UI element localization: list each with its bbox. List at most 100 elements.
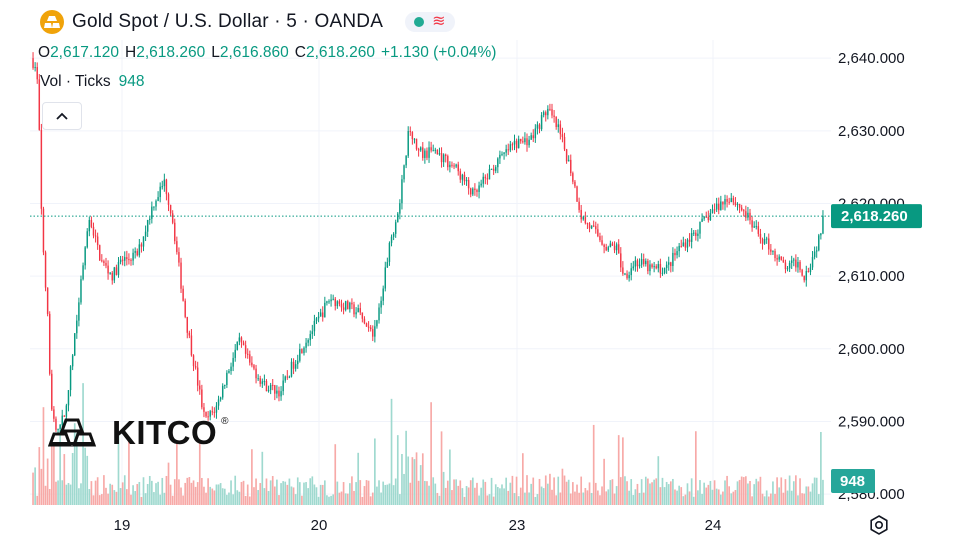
candle-body xyxy=(109,272,111,274)
volume-bar xyxy=(747,483,749,505)
candle-body xyxy=(244,345,247,354)
volume-bar xyxy=(430,402,432,505)
volume-bar xyxy=(501,484,503,505)
volume-value: 948 xyxy=(118,73,145,90)
volume-bar xyxy=(240,481,243,505)
volume-bar xyxy=(323,480,326,505)
volume-bar xyxy=(209,486,212,505)
volume-bar xyxy=(469,480,472,505)
volume-bar xyxy=(572,482,574,505)
price-tick-label: 2,640.000 xyxy=(838,50,905,67)
candle-body xyxy=(474,188,476,191)
volume-bar xyxy=(415,452,418,505)
symbol-legend[interactable]: Gold Spot / U.S. Dollar · 5 · OANDA ≋ xyxy=(40,10,455,34)
volume-legend[interactable]: Vol · Ticks 948 xyxy=(40,73,145,91)
volume-bar xyxy=(365,480,368,505)
volume-bar xyxy=(332,494,335,505)
candle-body xyxy=(674,252,676,256)
candle-body xyxy=(597,229,599,237)
volume-bar xyxy=(567,479,570,505)
candle-body xyxy=(407,131,409,156)
candle-body xyxy=(615,244,618,251)
candle-body xyxy=(119,259,122,263)
candle-body xyxy=(82,265,84,280)
volume-bar xyxy=(453,479,455,505)
candle-body xyxy=(772,251,774,253)
candle-body xyxy=(299,349,301,361)
volume-bar xyxy=(159,494,162,505)
volume-bar xyxy=(71,453,74,505)
candle-body xyxy=(101,260,103,262)
volume-bar xyxy=(142,477,145,505)
volume-bar xyxy=(100,494,103,505)
time-tick-label: 20 xyxy=(311,517,328,534)
candle-body xyxy=(703,216,705,219)
volume-bar xyxy=(619,477,622,505)
volume-bar xyxy=(290,486,293,505)
candle-body xyxy=(282,380,284,392)
candle-body xyxy=(271,384,274,386)
candle-body xyxy=(344,301,347,310)
volume-bar xyxy=(690,478,693,505)
candle-body xyxy=(511,144,514,146)
candle-body xyxy=(688,239,691,242)
volume-bar xyxy=(86,455,89,505)
candle-body xyxy=(355,312,357,315)
volume-bar xyxy=(363,486,366,505)
collapse-legend-button[interactable] xyxy=(42,102,82,130)
volume-bar xyxy=(509,482,512,505)
volume-bar xyxy=(182,495,184,505)
volume-bar xyxy=(84,447,86,505)
low-label: L xyxy=(211,44,220,61)
volume-bar xyxy=(476,482,478,505)
volume-bar xyxy=(244,495,247,505)
candle-body xyxy=(432,150,434,152)
volume-bar xyxy=(436,492,439,505)
volume-bar xyxy=(303,482,305,505)
volume-bar xyxy=(582,492,585,505)
volume-bar xyxy=(584,487,587,505)
candle-body xyxy=(730,198,732,203)
candle-body xyxy=(292,361,295,369)
candle-body xyxy=(751,220,753,228)
volume-bar xyxy=(786,490,789,505)
volume-bar xyxy=(328,496,330,505)
candle-body xyxy=(171,213,174,223)
candle-body xyxy=(228,370,230,373)
candle-body xyxy=(624,273,626,275)
candle-body xyxy=(176,241,178,253)
volume-bar xyxy=(542,488,545,505)
candle-body xyxy=(453,165,455,167)
volume-bar xyxy=(205,492,207,505)
candle-body xyxy=(361,312,364,319)
chart-settings-button[interactable] xyxy=(868,514,890,536)
market-status-pill[interactable]: ≋ xyxy=(405,12,455,32)
candle-body xyxy=(559,124,562,135)
volume-bar xyxy=(298,482,301,505)
candle-body xyxy=(334,298,336,307)
candle-body xyxy=(297,360,299,365)
volume-bar xyxy=(613,493,616,505)
candle-body xyxy=(693,232,695,234)
volume-bar xyxy=(482,479,485,505)
volume-bar xyxy=(226,494,228,505)
candle-body xyxy=(517,138,520,149)
volume-bar xyxy=(271,476,274,505)
candle-body xyxy=(438,153,441,155)
volume-bar xyxy=(103,475,105,505)
price-axis[interactable]: 2,580.0002,590.0002,600.0002,610.0002,62… xyxy=(838,50,905,503)
candle-body xyxy=(665,264,668,269)
candle-body xyxy=(347,301,349,310)
time-axis[interactable]: 19 20 23 24 xyxy=(114,517,722,534)
candle-body xyxy=(219,397,222,400)
candle-body xyxy=(294,364,297,369)
volume-bar xyxy=(198,442,201,505)
volume-bar xyxy=(424,480,426,505)
candle-body xyxy=(322,312,324,318)
volume-bar xyxy=(342,482,345,505)
candle-body xyxy=(630,268,632,276)
candle-body xyxy=(680,245,682,247)
volume-bar xyxy=(336,481,339,505)
candle-body xyxy=(301,349,303,354)
